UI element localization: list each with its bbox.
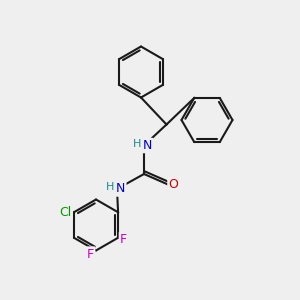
Text: H: H: [106, 182, 115, 193]
Text: Cl: Cl: [59, 206, 72, 219]
Text: N: N: [116, 182, 125, 196]
Text: F: F: [120, 233, 127, 246]
Text: N: N: [143, 139, 152, 152]
Text: O: O: [169, 178, 178, 191]
Text: F: F: [87, 248, 94, 261]
Text: H: H: [133, 139, 142, 149]
